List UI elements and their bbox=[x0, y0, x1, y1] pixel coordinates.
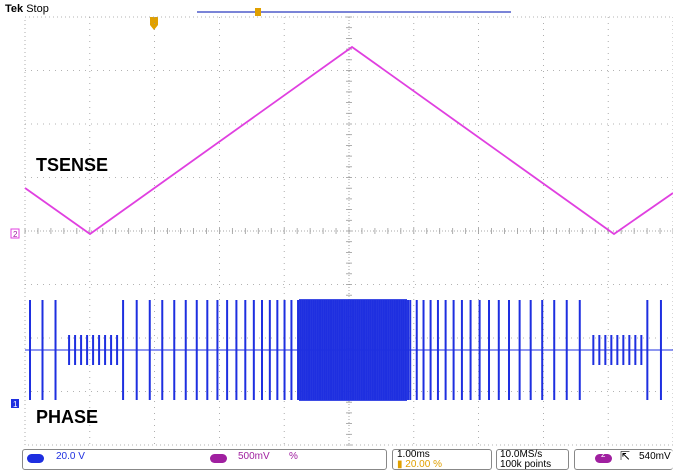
trigger-source-badge bbox=[595, 454, 612, 463]
ch2-unit: % bbox=[289, 451, 298, 462]
ch1-ground-label: 1 bbox=[13, 400, 18, 409]
brand-label: Tek bbox=[5, 3, 24, 15]
ch2-badge[interactable] bbox=[210, 454, 227, 463]
phase-dense-burst bbox=[299, 299, 407, 401]
phase-trace bbox=[25, 299, 673, 401]
trigger-source: 2 bbox=[601, 450, 606, 459]
ch2-scale: 500mV bbox=[238, 451, 270, 462]
trigger-level: 540mV bbox=[639, 451, 671, 462]
ch1-scale: 20.0 V bbox=[56, 451, 85, 462]
record-window-marker bbox=[255, 8, 261, 16]
ch2-ground-marker bbox=[10, 228, 20, 239]
tsense-trace bbox=[24, 45, 673, 236]
acquisition-box[interactable] bbox=[496, 449, 569, 470]
tsense-label: TSENSE bbox=[36, 155, 109, 175]
acquisition-state: Stop bbox=[26, 3, 49, 15]
timebase-box[interactable] bbox=[392, 449, 492, 470]
timebase-value: 1.00ms bbox=[397, 449, 430, 460]
graticule-grid bbox=[24, 16, 673, 446]
trigger-position-icon bbox=[150, 17, 158, 30]
horizontal-position: ▮ 20.00 % bbox=[397, 459, 442, 470]
channel-readout-box bbox=[22, 449, 387, 470]
sample-rate: 10.0MS/s bbox=[500, 449, 543, 460]
brand-status: Tek Stop bbox=[5, 3, 49, 15]
record-length: 100k points bbox=[500, 459, 552, 470]
ch1-ground-marker bbox=[11, 399, 19, 408]
ch1-badge[interactable] bbox=[27, 454, 44, 463]
trigger-small-icon: ▮ bbox=[397, 459, 406, 470]
phase-label: PHASE bbox=[36, 407, 99, 427]
rising-edge-icon: ⇱ bbox=[620, 449, 631, 463]
ch2-ground-label: 2 bbox=[13, 230, 18, 239]
